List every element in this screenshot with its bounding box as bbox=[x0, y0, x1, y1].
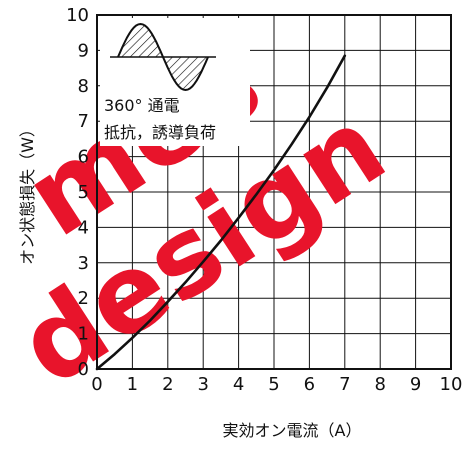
plot-frame bbox=[96, 14, 452, 370]
y-tick-label: 4 bbox=[78, 217, 89, 238]
x-tick-label: 3 bbox=[197, 374, 208, 395]
x-tick-label: 8 bbox=[374, 374, 385, 395]
x-tick-label: 5 bbox=[268, 374, 279, 395]
positive-half-shading bbox=[118, 24, 163, 57]
y-tick-label: 5 bbox=[78, 182, 89, 203]
negative-half-shading bbox=[163, 57, 208, 90]
x-tick-label: 4 bbox=[233, 374, 244, 395]
y-tick-label: 7 bbox=[78, 111, 89, 132]
x-tick-label: 0 bbox=[91, 374, 102, 395]
y-tick-label: 0 bbox=[78, 359, 89, 380]
x-axis-title: 実効オン電流（A） bbox=[223, 421, 362, 440]
x-tick-label: 7 bbox=[339, 374, 350, 395]
y-tick-label: 1 bbox=[78, 324, 89, 345]
y-tick-label: 3 bbox=[78, 253, 89, 274]
y-tick-label: 6 bbox=[78, 147, 89, 168]
annotation-load-type: 抵抗，誘導負荷 bbox=[104, 123, 216, 142]
x-tick-label: 9 bbox=[410, 374, 421, 395]
y-tick-label: 10 bbox=[66, 5, 89, 26]
full-wave-sine-shaded-icon bbox=[110, 22, 216, 92]
x-tick-label: 6 bbox=[304, 374, 315, 395]
y-tick-label: 2 bbox=[78, 288, 89, 309]
series bbox=[95, 54, 347, 371]
x-tick-label: 10 bbox=[440, 374, 463, 395]
y-tick-label: 8 bbox=[78, 76, 89, 97]
y-axis-title: オン状態損失（W） bbox=[18, 121, 37, 265]
x-tick-labels: 0 1 2 3 4 5 6 7 8 9 10 bbox=[91, 374, 462, 395]
annotation-conduction: 360° 通電 bbox=[104, 96, 180, 115]
inset-sine-wave bbox=[117, 22, 209, 92]
x-tick-label: 1 bbox=[127, 374, 138, 395]
y-tick-label: 9 bbox=[78, 40, 89, 61]
x-tick-label: 2 bbox=[162, 374, 173, 395]
grid bbox=[97, 15, 451, 369]
series-line-0 bbox=[95, 54, 347, 371]
y-tick-labels: 0 1 2 3 4 5 6 7 8 9 10 bbox=[66, 5, 89, 380]
